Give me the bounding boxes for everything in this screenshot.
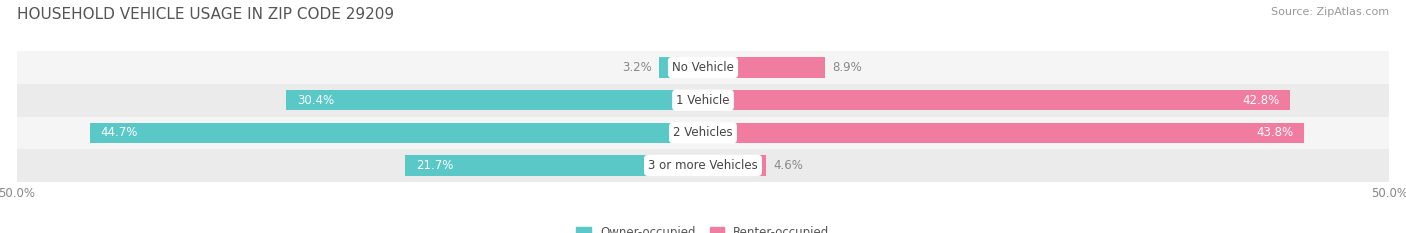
Text: Source: ZipAtlas.com: Source: ZipAtlas.com	[1271, 7, 1389, 17]
Bar	[17, 149, 1389, 182]
Text: 8.9%: 8.9%	[832, 61, 862, 74]
Text: 42.8%: 42.8%	[1241, 94, 1279, 107]
Bar	[17, 84, 1389, 116]
Bar	[405, 155, 703, 175]
Text: 4.6%: 4.6%	[773, 159, 803, 172]
Text: No Vehicle: No Vehicle	[672, 61, 734, 74]
Bar	[17, 116, 1389, 149]
Text: 1 Vehicle: 1 Vehicle	[676, 94, 730, 107]
Bar	[703, 58, 825, 78]
Text: HOUSEHOLD VEHICLE USAGE IN ZIP CODE 29209: HOUSEHOLD VEHICLE USAGE IN ZIP CODE 2920…	[17, 7, 394, 22]
Bar	[17, 51, 1389, 84]
Text: 43.8%: 43.8%	[1256, 126, 1294, 139]
Text: 44.7%: 44.7%	[101, 126, 138, 139]
Legend: Owner-occupied, Renter-occupied: Owner-occupied, Renter-occupied	[572, 221, 834, 233]
Text: 30.4%: 30.4%	[297, 94, 335, 107]
Text: 3.2%: 3.2%	[623, 61, 652, 74]
Bar	[703, 123, 1303, 143]
Bar	[703, 90, 1291, 110]
Bar	[90, 123, 703, 143]
Bar	[659, 58, 703, 78]
Text: 21.7%: 21.7%	[416, 159, 454, 172]
Bar	[285, 90, 703, 110]
Text: 3 or more Vehicles: 3 or more Vehicles	[648, 159, 758, 172]
Text: 2 Vehicles: 2 Vehicles	[673, 126, 733, 139]
Bar	[703, 155, 766, 175]
